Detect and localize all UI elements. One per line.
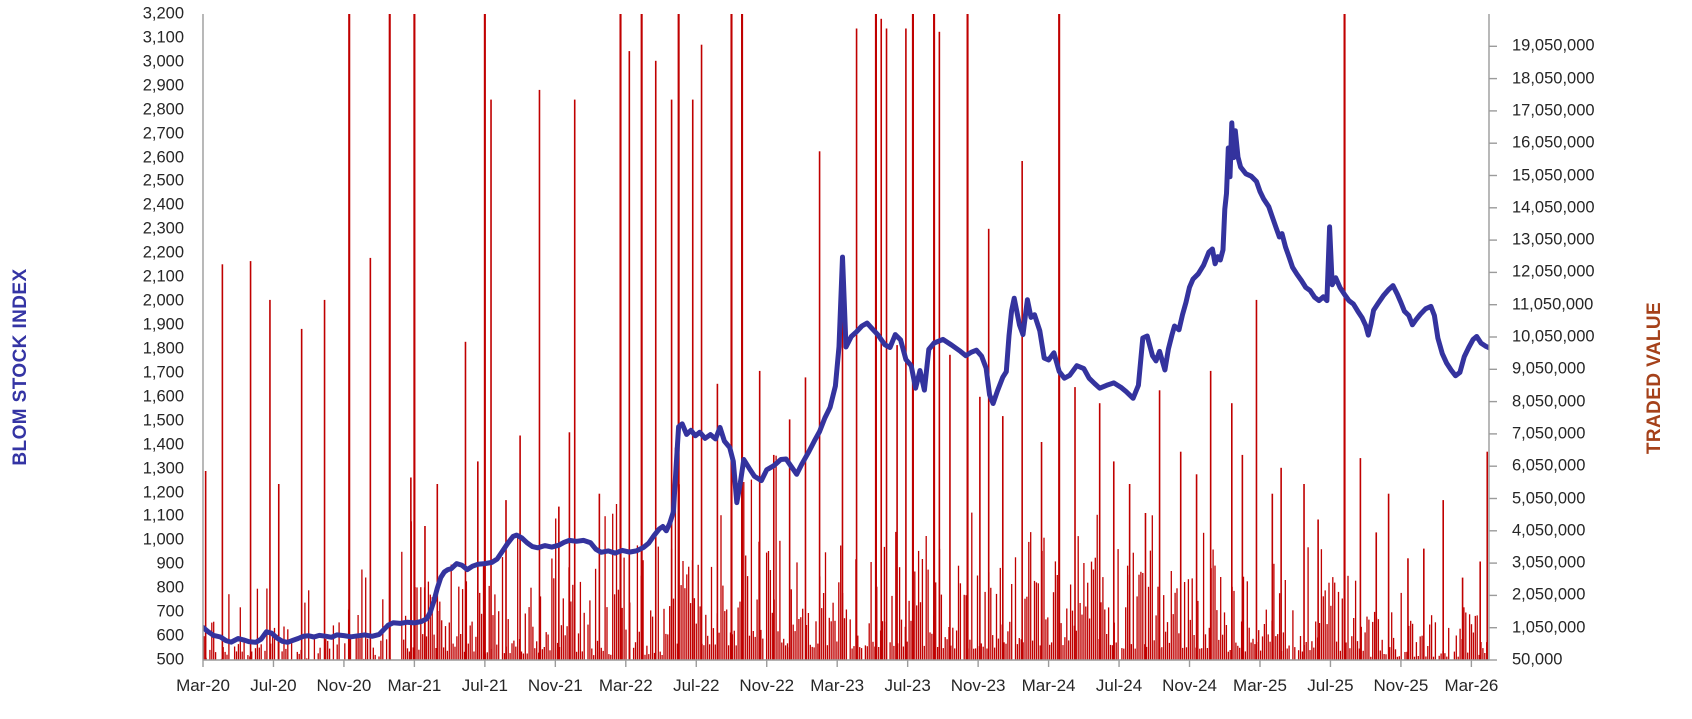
y-right-tick-label: 7,050,000 bbox=[1512, 424, 1586, 443]
y-left-tick-label: 1,700 bbox=[142, 363, 184, 382]
x-tick-label: Jul-20 bbox=[250, 676, 297, 695]
y-right-tick-label: 50,000 bbox=[1512, 650, 1563, 669]
x-tick-label: Nov-24 bbox=[1162, 676, 1217, 695]
x-tick-label: Jul-21 bbox=[461, 676, 509, 695]
y-left-tick-label: 3,000 bbox=[142, 52, 184, 71]
y-left-tick-label: 2,300 bbox=[142, 219, 184, 238]
y-left-tick-label: 1,800 bbox=[142, 339, 184, 358]
y-right-tick-label: 3,050,000 bbox=[1512, 553, 1586, 572]
y-left-tick-label: 800 bbox=[156, 578, 184, 597]
y-right-tick-label: 10,050,000 bbox=[1512, 327, 1595, 346]
y-right-tick-label: 18,050,000 bbox=[1512, 69, 1595, 88]
y-right-tick-label: 8,050,000 bbox=[1512, 392, 1586, 411]
y-left-tick-label: 1,900 bbox=[142, 315, 184, 334]
x-tick-label: Nov-20 bbox=[316, 676, 372, 695]
y-right-tick-label: 14,050,000 bbox=[1512, 198, 1595, 217]
y-right-tick-label: 16,050,000 bbox=[1512, 133, 1595, 152]
y-left-tick-label: 1,600 bbox=[142, 387, 184, 406]
y-right-tick-label: 17,050,000 bbox=[1512, 101, 1595, 120]
x-tick-label: Jul-22 bbox=[673, 676, 720, 695]
y-left-tick-label: 2,600 bbox=[142, 148, 184, 167]
x-tick-label: Mar-25 bbox=[1233, 676, 1287, 695]
x-tick-label: Nov-25 bbox=[1373, 676, 1429, 695]
y-right-tick-label: 19,050,000 bbox=[1512, 36, 1595, 55]
y-left-tick-label: 1,000 bbox=[142, 530, 184, 549]
x-tick-label: Mar-26 bbox=[1444, 676, 1499, 695]
x-tick-label: Jul-23 bbox=[884, 676, 931, 695]
y-left-tick-label: 600 bbox=[156, 626, 184, 645]
y-right-tick-label: 15,050,000 bbox=[1512, 166, 1595, 184]
y-right-tick-label: 5,050,000 bbox=[1512, 489, 1586, 507]
y-left-tick-label: 3,200 bbox=[142, 4, 184, 23]
y-left-tick-label: 2,100 bbox=[142, 267, 184, 286]
y-left-tick-label: 1,200 bbox=[142, 483, 184, 502]
x-tick-label: Mar-24 bbox=[1021, 676, 1076, 695]
y-right-tick-label: 6,050,000 bbox=[1512, 456, 1586, 475]
y-right-tick-label: 4,050,000 bbox=[1512, 521, 1586, 540]
y-left-tick-label: 500 bbox=[156, 650, 184, 669]
x-tick-label: Mar-22 bbox=[598, 676, 653, 695]
y-right-tick-label: 1,050,000 bbox=[1512, 618, 1586, 637]
y-right-tick-label: 2,050,000 bbox=[1512, 585, 1586, 604]
y-left-tick-label: 1,300 bbox=[142, 459, 184, 478]
y-left-tick-label: 2,000 bbox=[142, 291, 184, 310]
y-right-tick-label: 13,050,000 bbox=[1512, 230, 1595, 249]
y-left-tick-label: 2,400 bbox=[142, 195, 184, 214]
x-tick-label: Nov-22 bbox=[739, 676, 795, 695]
y-left-tick-label: 1,100 bbox=[142, 506, 184, 525]
x-tick-label: Jul-24 bbox=[1095, 676, 1143, 695]
y-left-tick-label: 900 bbox=[156, 554, 184, 573]
x-tick-label: Jul-25 bbox=[1307, 676, 1354, 695]
x-tick-label: Nov-23 bbox=[950, 676, 1006, 695]
y-right-tick-label: 12,050,000 bbox=[1512, 262, 1595, 281]
stock-index-line bbox=[203, 120, 1489, 645]
x-tick-label: Nov-21 bbox=[527, 676, 583, 695]
x-tick-label: Mar-20 bbox=[176, 676, 230, 695]
y-left-tick-label: 1,500 bbox=[142, 411, 184, 430]
y-left-tick-label: 3,100 bbox=[142, 28, 184, 47]
y-left-tick-label: 2,200 bbox=[142, 243, 184, 262]
y-left-tick-label: 2,700 bbox=[142, 124, 184, 143]
y-left-tick-label: 2,900 bbox=[142, 76, 184, 95]
x-tick-label: Mar-23 bbox=[810, 676, 865, 695]
axes bbox=[202, 14, 1497, 667]
y-left-tick-label: 2,800 bbox=[142, 100, 184, 119]
y-right-tick-label: 9,050,000 bbox=[1512, 359, 1586, 378]
y-right-tick-label: 11,050,000 bbox=[1512, 295, 1594, 314]
x-tick-label: Mar-21 bbox=[387, 676, 442, 695]
traded-value-bars bbox=[203, 14, 1489, 660]
y-left-tick-label: 1,400 bbox=[142, 435, 184, 454]
y-left-tick-label: 2,500 bbox=[142, 171, 184, 190]
y-left-tick-label: 700 bbox=[156, 602, 184, 621]
